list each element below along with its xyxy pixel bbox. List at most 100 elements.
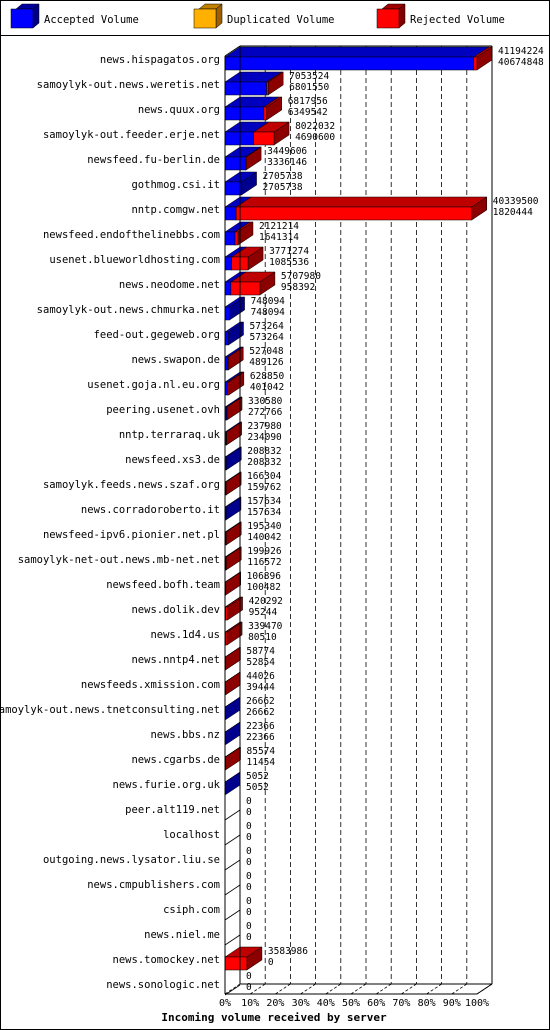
legend: Accepted Volume Duplicated Volume Reject… [10, 3, 505, 29]
floor-line-60 [375, 983, 392, 995]
server-label-newsfeed-endofthelinebbs-com: newsfeed.endofthelinebbs.com [43, 229, 220, 241]
bar-accepted-news-furie-org-uk [224, 771, 241, 796]
bar-rejected-newsfeed-fu-berlin-de [244, 146, 262, 171]
bar-empty-news-cmpublishers-com [224, 884, 241, 896]
server-label-feed-out-gegeweb-org: feed-out.gegeweb.org [94, 329, 220, 341]
value-accepted-nntp-terraraq-uk: 234090 [247, 432, 282, 443]
value-accepted-peer-alt119-net: 0 [246, 807, 252, 818]
server-label-nntp-terraraq-uk: nntp.terraraq.uk [119, 429, 221, 441]
value-total-news-niel-me: 0 [246, 921, 252, 932]
bar-rejected-samoylyk-out-news-weretis-net [265, 71, 284, 96]
value-total-csiph-com: 0 [246, 896, 252, 907]
bar-accepted-nntp-comgw-net-front [224, 206, 237, 221]
bar-accepted-news-hispagatos-org [224, 46, 490, 71]
bar-rejected-newsfeed-fu-berlin-de-front [245, 156, 247, 171]
value-total-samoylyk-feeds-news-szaf-org: 166304 [247, 471, 282, 482]
value-accepted-newsfeed-fu-berlin-de: 3336146 [267, 157, 307, 168]
value-accepted-samoylyk-out-news-tnetconsulting-net: 26662 [246, 707, 275, 718]
floor-line-0 [224, 983, 241, 995]
value-accepted-news-nntp4-net: 52854 [246, 657, 275, 668]
value-accepted-nntp-comgw-net: 1820444 [493, 207, 533, 218]
server-label-news-niel-me: news.niel.me [144, 929, 220, 941]
server-label-samoylyk-net-out-news-mb-net-net: samoylyk-net-out.news.mb-net.net [18, 554, 220, 566]
value-accepted-outgoing-news-lysator-liu-se: 0 [246, 857, 252, 868]
floor-line-20 [275, 983, 291, 995]
bar-rejected-newsfeed-endofthelinebbs-com-front [234, 231, 239, 246]
server-label-samoylyk-out-news-tnetconsulting-net: samoylyk-out.news.tnetconsulting.net [0, 704, 220, 716]
value-total-gothmog-csi-it: 2705738 [263, 171, 303, 182]
x-tick-label: 20% [266, 998, 284, 1009]
server-label-news-bbs-nz: news.bbs.nz [150, 729, 220, 741]
bar-accepted-news-bbs-nz-side [224, 721, 241, 746]
bar-accepted-gothmog-csi-it-front [224, 181, 242, 196]
legend-item-accepted: Accepted Volume [10, 3, 139, 29]
value-total-newsfeed-xs3-de: 208832 [247, 446, 281, 457]
bar-rejected-news-cgarbs-de [224, 746, 242, 771]
bar-accepted-newsfeed-fu-berlin-de-front [224, 156, 246, 171]
bar-rejected-news-quux-org-front [263, 106, 267, 121]
bar-rejected-newsfeed-bofh-team [224, 571, 242, 596]
floor-line-50 [350, 983, 367, 995]
value-total-peering-usenet-ovh: 330580 [248, 396, 283, 407]
value-accepted-peering-usenet-ovh: 272766 [248, 407, 283, 418]
server-label-news-corradoroberto-it: news.corradoroberto.it [81, 504, 220, 516]
server-label-samoylyk-out-news-chmurka-net: samoylyk-out.news.chmurka.net [37, 304, 220, 316]
bar-accepted-news-corradoroberto-it-side [225, 496, 242, 521]
server-label-outgoing-news-lysator-liu-se: outgoing.news.lysator.liu.se [43, 854, 220, 866]
bar-empty-news-niel-me [224, 934, 241, 946]
value-accepted-usenet-goja-nl-eu-org: 401042 [250, 382, 284, 393]
value-total-nntp-terraraq-uk: 237980 [247, 421, 282, 432]
value-accepted-newsfeed-ipv6-pionier-net-pl: 140042 [247, 532, 281, 543]
bar-accepted-newsfeed-xs3-de [224, 446, 243, 471]
bar-rejected-news-dolik-dev [224, 596, 244, 621]
legend-swatch-rejected-front [376, 8, 400, 29]
value-total-usenet-blueworldhosting-com: 3771274 [269, 246, 309, 257]
value-total-peer-alt119-net: 0 [246, 796, 252, 807]
legend-label-accepted: Accepted Volume [44, 14, 139, 26]
value-total-samoylyk-out-news-tnetconsulting-net: 26662 [246, 696, 275, 707]
server-label-newsfeed-bofh-team: newsfeed.bofh.team [106, 579, 220, 591]
server-label-samoylyk-out-feeder-erje-net: samoylyk-out.feeder.erje.net [43, 129, 220, 141]
value-accepted-usenet-blueworldhosting-com: 1085536 [269, 257, 309, 268]
server-label-newsfeed-xs3-de: newsfeed.xs3.de [125, 454, 220, 466]
value-total-news-bbs-nz: 22366 [246, 721, 275, 732]
server-label-newsfeed-fu-berlin-de: newsfeed.fu-berlin.de [87, 154, 220, 166]
server-label-usenet-blueworldhosting-com: usenet.blueworldhosting.com [49, 254, 220, 266]
floor-line-70 [401, 983, 417, 995]
value-total-usenet-goja-nl-eu-org: 628850 [250, 371, 285, 382]
value-accepted-newsfeeds-xmission-com: 39444 [246, 682, 275, 693]
value-accepted-news-quux-org: 6349542 [288, 107, 328, 118]
value-accepted-news-cgarbs-de: 11454 [247, 757, 276, 768]
bar-accepted-news-neodome-net-front [224, 281, 232, 296]
value-total-news-corradoroberto-it: 157634 [247, 496, 282, 507]
bar-rejected-news-hispagatos-org [472, 46, 493, 71]
value-accepted-newsfeed-xs3-de: 208832 [247, 457, 281, 468]
server-label-localhost: localhost [163, 829, 220, 841]
bar-rejected-news-cgarbs-de-side [225, 746, 241, 771]
bar-rejected-news-neodome-net [230, 271, 276, 296]
bar-rejected-news-nntp4-net [224, 646, 242, 671]
value-accepted-localhost: 0 [246, 832, 252, 843]
value-total-news-dolik-dev: 420292 [249, 596, 283, 607]
server-label-news-quux-org: news.quux.org [138, 104, 220, 116]
bar-rejected-news-quux-org [263, 96, 283, 121]
value-total-nntp-comgw-net: 40339500 [493, 196, 539, 207]
value-accepted-samoylyk-out-news-chmurka-net: 748094 [251, 307, 286, 318]
value-total-samoylyk-net-out-news-mb-net-net: 199926 [247, 546, 282, 557]
bar-rejected-news-nntp4-net-side [225, 646, 241, 671]
bar-accepted-samoylyk-out-news-chmurka-net [224, 296, 246, 321]
x-axis-title: Incoming volume received by server [161, 1011, 387, 1024]
value-accepted-news-cmpublishers-com: 0 [246, 882, 252, 893]
x-axis-corner [476, 983, 493, 995]
value-total-news-nntp4-net: 58774 [246, 646, 275, 657]
x-tick-label: 100% [465, 998, 489, 1009]
bar-rejected-newsfeeds-xmission-com [224, 671, 242, 696]
bar-empty-outgoing-news-lysator-liu-se [224, 859, 241, 871]
x-tick-label: 70% [392, 998, 410, 1009]
value-total-newsfeed-bofh-team: 106896 [247, 571, 282, 582]
value-total-newsfeeds-xmission-com: 44026 [246, 671, 275, 682]
bar-rejected-samoylyk-net-out-news-mb-net-net-side [225, 546, 242, 571]
value-accepted-news-neodome-net: 958392 [281, 282, 315, 293]
x-tick-label: 50% [342, 998, 360, 1009]
legend-swatch-duplicated-front [193, 8, 217, 29]
